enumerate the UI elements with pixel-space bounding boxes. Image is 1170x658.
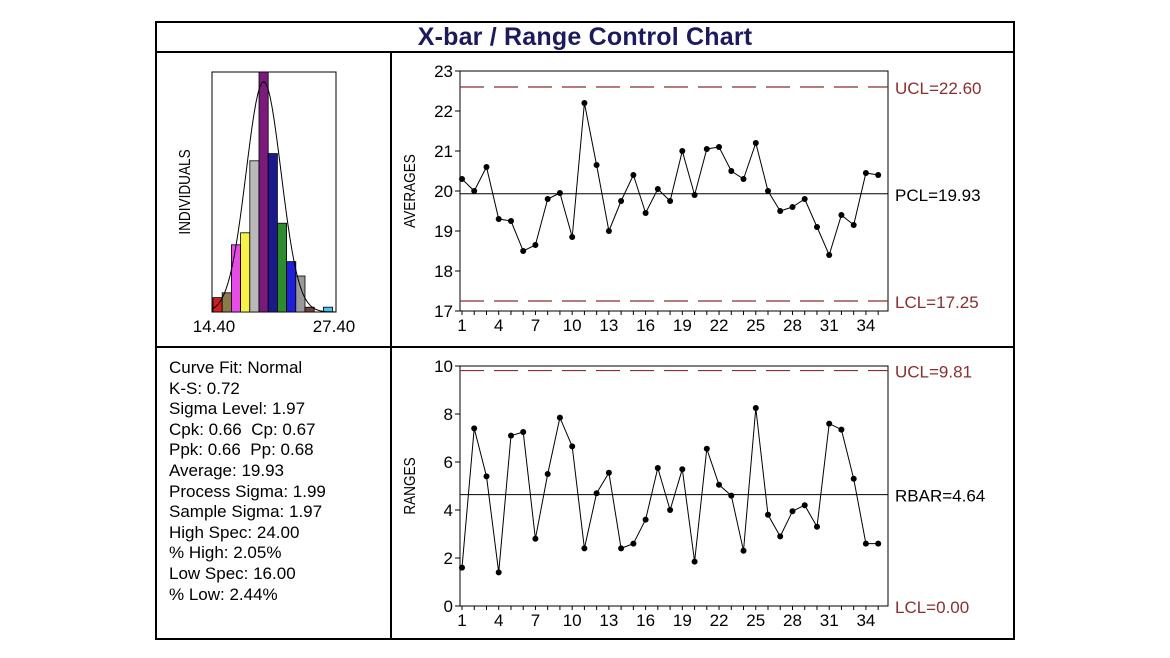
stats-panel: Curve Fit: Normal K-S: 0.72 Sigma Level:… <box>169 358 389 605</box>
stat-line: K-S: 0.72 <box>169 378 240 398</box>
stat-line: % High: 2.05% <box>169 543 282 563</box>
control-chart-frame: X-bar / Range Control Chart Curve Fit: N… <box>155 21 1015 640</box>
stat-line: Process Sigma: 1.99 <box>169 481 326 501</box>
horizontal-divider <box>157 346 1013 348</box>
stat-line: Curve Fit: Normal <box>169 358 303 377</box>
chart-title: X-bar / Range Control Chart <box>417 22 753 51</box>
stat-line: Sample Sigma: 1.97 <box>169 502 323 522</box>
stat-line: Average: 19.93 <box>169 460 284 480</box>
title-bar: X-bar / Range Control Chart <box>157 23 1013 53</box>
stat-line: Low Spec: 16.00 <box>169 563 296 583</box>
stat-line: % Low: 2.44% <box>169 584 278 604</box>
stat-line: High Spec: 24.00 <box>169 522 300 542</box>
stat-line: Sigma Level: 1.97 <box>169 399 306 419</box>
stat-line: Cpk: 0.66 Cp: 0.67 <box>169 419 316 439</box>
stat-line: Ppk: 0.66 Pp: 0.68 <box>169 440 314 460</box>
